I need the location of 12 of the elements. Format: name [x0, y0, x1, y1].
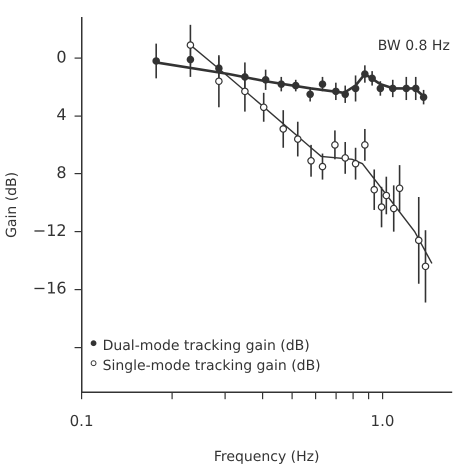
x-axis-title: Frequency (Hz) — [214, 449, 320, 466]
x-tick-label: 0.1 — [70, 412, 94, 430]
y-tick-label: −12 — [32, 220, 67, 240]
annotation: BW 0.8 Hz — [378, 38, 450, 54]
y-tick-label: −16 — [32, 278, 67, 298]
legend-label: Dual-mode tracking gain (dB) — [102, 338, 310, 354]
x-tick-label: 1.0 — [370, 412, 394, 430]
y-tick-label: 8 — [56, 162, 67, 182]
legend-label: Single-mode tracking gain (dB) — [102, 358, 321, 374]
y-axis-title: Gain (dB) — [4, 172, 20, 238]
y-tick-label: 4 — [56, 105, 67, 124]
y-tick-label: 0 — [56, 47, 67, 66]
